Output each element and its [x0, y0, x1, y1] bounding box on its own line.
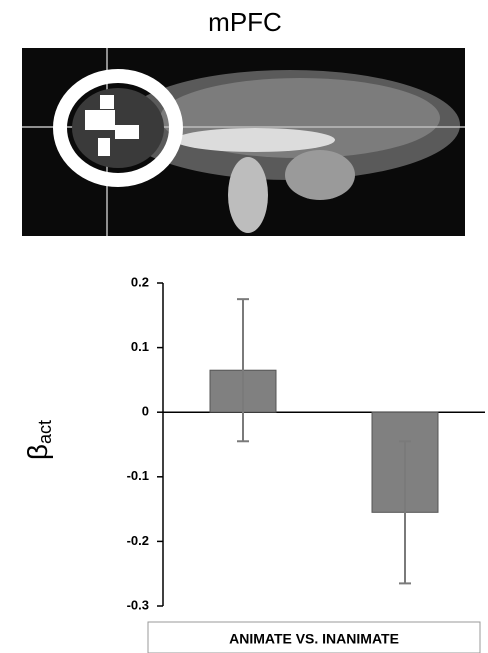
y-axis-label-subscript: act [35, 420, 55, 444]
y-tick-label: 0.2 [131, 274, 149, 289]
y-axis-label: βact [22, 420, 54, 460]
chart: mPFC βact ANIMATE VS. INANIMATE -0.3 -0.2… [0, 0, 488, 653]
brain-image [22, 48, 465, 236]
page: mPFC βact ANIMATE VS. INANIMATE -0.3 -0.2… [0, 0, 488, 653]
y-tick-label: -0.3 [127, 597, 149, 612]
chart-title: mPFC [208, 7, 282, 37]
y-tick-label: 0.1 [131, 339, 149, 354]
y-axis-label-main: β [22, 444, 53, 460]
y-tick-label: 0 [142, 404, 149, 419]
y-tick-label: -0.1 [127, 468, 149, 483]
y-tick-label: -0.2 [127, 533, 149, 548]
x-axis-label: ANIMATE VS. INANIMATE [229, 631, 399, 647]
